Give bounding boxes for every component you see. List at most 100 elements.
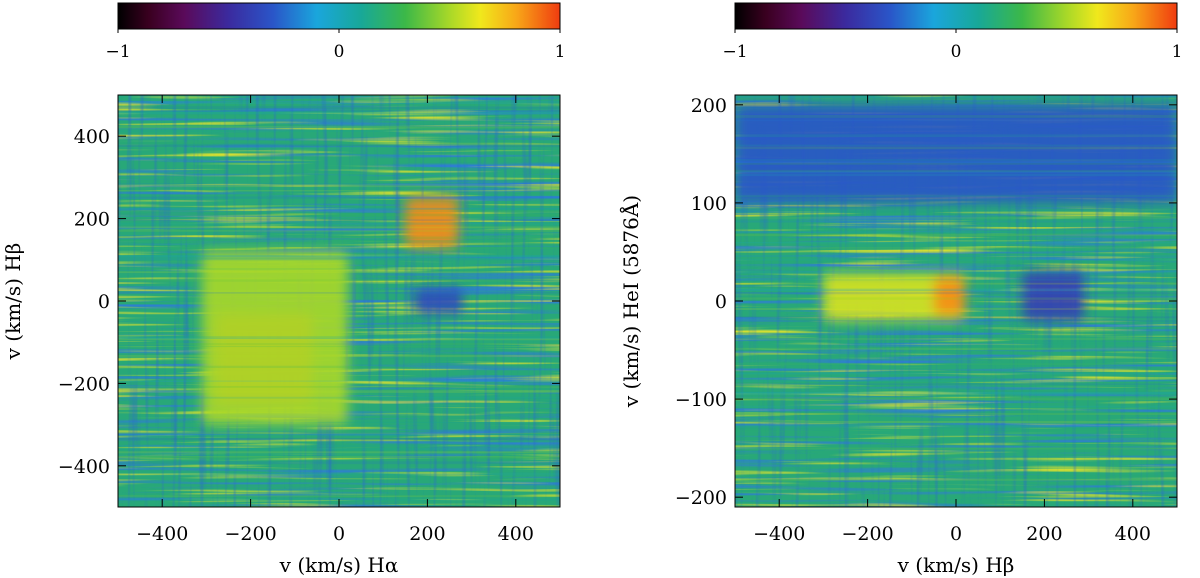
heatmap-left-streak-12 bbox=[118, 354, 560, 358]
heatmap-right-streak-0 bbox=[735, 146, 1177, 150]
heatmap-right-feature-1 bbox=[933, 276, 965, 316]
heatmap-left-streak-22 bbox=[118, 184, 560, 188]
heatmap-right-streak-43 bbox=[735, 363, 1177, 365]
heatmap-right-streak-26 bbox=[735, 420, 1177, 424]
heatmap-right-streak-14 bbox=[735, 279, 1177, 281]
heatmap-left-streak-46 bbox=[118, 291, 560, 294]
heatmap-left-streak-20 bbox=[118, 207, 560, 210]
heatmap-right-streak-55 bbox=[735, 241, 1177, 244]
heatmap-left-streak-11 bbox=[118, 111, 560, 115]
heatmap-left-streak-54 bbox=[118, 343, 560, 345]
heatmap-left-streak-42 bbox=[118, 106, 560, 109]
heatmap-left-streak-21 bbox=[118, 236, 560, 239]
heatmap-left-feature-1 bbox=[201, 251, 348, 425]
heatmap-left-streak-6 bbox=[118, 219, 560, 221]
heatmap-left-streak-48 bbox=[118, 447, 560, 451]
heatmap-right-ytick-label-1: −100 bbox=[675, 389, 727, 411]
colorbar-left-tick-label-1: 0 bbox=[334, 42, 345, 62]
heatmap-left-streak-9 bbox=[118, 239, 560, 243]
heatmap-right-streak-37 bbox=[735, 372, 1177, 375]
heatmap-left-ytick-label-3: 200 bbox=[74, 209, 110, 231]
heatmap-left-streak-37 bbox=[118, 109, 560, 112]
heatmap-left-feature-2 bbox=[405, 198, 459, 248]
heatmap-left-streak-47 bbox=[118, 444, 560, 448]
heatmap-right-streak-54 bbox=[735, 217, 1177, 219]
heatmap-left-xtick-label-1: −200 bbox=[225, 523, 277, 545]
heatmap-left-streak-41 bbox=[118, 337, 560, 340]
heatmap-left-streak-30 bbox=[118, 143, 560, 147]
colorbar-left: −1 0 1 bbox=[105, 2, 565, 62]
heatmap-right-feature-2 bbox=[1022, 271, 1085, 321]
heatmap-right-streak-35 bbox=[735, 230, 1177, 234]
heatmap-left-streak-56 bbox=[118, 437, 560, 441]
heatmap-right-streak-30 bbox=[735, 162, 1177, 165]
heatmap-left-streak-3 bbox=[118, 190, 560, 192]
heatmap-left-ytick-label-0: −400 bbox=[58, 456, 110, 478]
heatmap-right-streak-10 bbox=[735, 247, 1177, 249]
heatmap-left-streak-10 bbox=[118, 130, 560, 132]
heatmap-left-streak-43 bbox=[118, 102, 560, 104]
heatmap-left-streak-58 bbox=[118, 345, 560, 348]
heatmap-right-streak-27 bbox=[735, 220, 1177, 223]
heatmap-right-streak-49 bbox=[735, 319, 1177, 323]
heatmap-left-streak-23 bbox=[118, 222, 560, 225]
heatmap-left-streak-7 bbox=[118, 456, 560, 458]
heatmap-right-xtick-label-3: 200 bbox=[1026, 523, 1062, 545]
heatmap-right-streak-21 bbox=[735, 412, 1177, 416]
heatmap-right-streak-53 bbox=[735, 134, 1177, 138]
heatmap-left-streak-32 bbox=[118, 421, 560, 424]
heatmap-right-streak-47 bbox=[735, 338, 1177, 340]
heatmap-right-streak-23 bbox=[735, 398, 1177, 400]
heatmap-right-streak-38 bbox=[735, 425, 1177, 428]
heatmap-right-streak-51 bbox=[735, 343, 1177, 346]
heatmap-left-streak-29 bbox=[118, 432, 560, 435]
heatmap-left-streak-5 bbox=[118, 210, 560, 212]
heatmap-left-ytick-label-2: 0 bbox=[98, 291, 110, 313]
heatmap-left-streak-57 bbox=[118, 226, 560, 229]
heatmap-left-streak-14 bbox=[118, 255, 560, 258]
heatmap-left-streak-26 bbox=[118, 125, 560, 129]
colorbar-right-tick-label-2: 1 bbox=[1172, 42, 1183, 62]
heatmap-right-streak-48 bbox=[735, 255, 1177, 257]
heatmap-right-xtick-label-2: 0 bbox=[950, 523, 962, 545]
heatmap-right-streak-46 bbox=[735, 397, 1177, 401]
heatmap-right-ytick-label-3: 100 bbox=[691, 193, 727, 215]
heatmap-right-streak-4 bbox=[735, 170, 1177, 174]
heatmap-right-streak-8 bbox=[735, 363, 1177, 366]
colorbar-right-tick-label-0: −1 bbox=[722, 42, 747, 62]
heatmap-right-streak-12 bbox=[735, 173, 1177, 177]
heatmap-right-streak-6 bbox=[735, 383, 1177, 385]
heatmap-left-ytick-label-1: −200 bbox=[58, 373, 110, 395]
heatmap-right-ytick-label-4: 200 bbox=[691, 95, 727, 117]
heatmap-left-streak-24 bbox=[118, 111, 560, 115]
heatmap-left-streak-49 bbox=[118, 472, 560, 476]
heatmap-left-ytick-label-4: 400 bbox=[74, 126, 110, 148]
heatmap-right-streak-52 bbox=[735, 233, 1177, 237]
heatmap-right-ylabel: v (km/s) HeI (5876Å) bbox=[618, 195, 643, 408]
colorbar-left-gradient bbox=[117, 2, 561, 30]
heatmap-left-streak-1 bbox=[118, 257, 560, 261]
heatmap-left-streak-17 bbox=[118, 390, 560, 393]
heatmap-right-streak-19 bbox=[735, 194, 1177, 198]
heatmap-left-streak-18 bbox=[118, 456, 560, 459]
heatmap-right-streak-16 bbox=[735, 289, 1177, 292]
heatmap-right-streak-15 bbox=[735, 159, 1177, 162]
heatmap-left-streak-59 bbox=[118, 143, 560, 146]
heatmap-left-streak-51 bbox=[118, 451, 560, 454]
heatmap-right-streak-57 bbox=[735, 391, 1177, 395]
colorbar-left-tick-label-0: −1 bbox=[105, 42, 130, 62]
heatmap-left-streak-19 bbox=[118, 338, 560, 341]
heatmap-right-streak-11 bbox=[735, 428, 1177, 430]
heatmap-left-streak-15 bbox=[118, 255, 560, 257]
heatmap-left-streak-52 bbox=[118, 336, 560, 339]
heatmap-right-streak-44 bbox=[735, 169, 1177, 173]
heatmap-right-xtick-label-0: −400 bbox=[753, 523, 805, 545]
heatmap-right-streak-13 bbox=[735, 478, 1177, 481]
heatmap-left-xtick-label-3: 200 bbox=[409, 523, 445, 545]
heatmap-left-xtick-label-0: −400 bbox=[136, 523, 188, 545]
heatmap-left-feature-3 bbox=[414, 288, 463, 314]
heatmap-left-streak-36 bbox=[118, 142, 560, 146]
heatmap-left-streak-27 bbox=[118, 183, 560, 187]
heatmap-left-streak-28 bbox=[118, 365, 560, 369]
